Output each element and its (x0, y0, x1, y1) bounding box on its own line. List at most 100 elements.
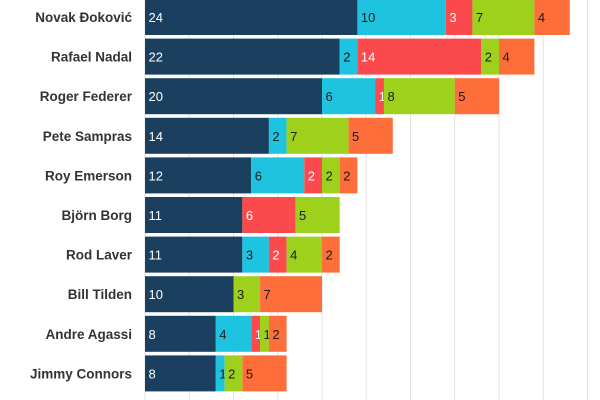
bar-segment-series-5 (339, 157, 358, 194)
bar-value-label: 2 (485, 50, 492, 65)
bar-value-label: 2 (326, 168, 333, 183)
bar-segment-series-1 (145, 117, 269, 154)
bar-segment-series-5 (454, 78, 499, 115)
bar-value-label: 1 (264, 327, 271, 342)
bar-value-label: 4 (538, 10, 545, 25)
bar-segment-series-3 (357, 38, 482, 75)
bar-value-label: 5 (299, 208, 306, 223)
bar-value-label: 24 (149, 10, 163, 25)
bar-segment-series-4 (472, 0, 535, 35)
bar-value-label: 7 (264, 287, 271, 302)
bar-segment-series-1 (145, 236, 243, 273)
bar-value-label: 4 (503, 50, 510, 65)
bar-value-label: 5 (352, 129, 359, 144)
bar-value-label: 4 (290, 248, 297, 263)
bar-value-label: 12 (149, 168, 163, 183)
bar-segment-series-2 (339, 38, 358, 75)
bar-segment-series-1 (145, 315, 216, 352)
bar-segment-series-5 (242, 355, 287, 392)
bar-value-label: 10 (149, 287, 163, 302)
bar-value-label: 1 (379, 89, 386, 104)
bar-segment-series-3 (242, 197, 296, 233)
bars: 24 10 3 7 422 2 14 2 420 6 1 8 514 2 7 512 6 2 2 211 6 511 3 2 4… (145, 0, 570, 392)
bar-value-label: 6 (255, 168, 262, 183)
bar-value-label: 3 (246, 248, 253, 263)
bar-segment-series-5 (534, 0, 570, 35)
player-label: Roy Emerson (45, 168, 132, 183)
bar-segment-series-1 (145, 78, 322, 115)
bar-value-label: 1 (255, 327, 262, 342)
bar-value-label: 2 (272, 129, 279, 144)
bar-segment-series-3 (304, 157, 322, 194)
bar-segment-series-1 (145, 0, 358, 35)
bar-segment-series-5 (260, 276, 322, 313)
player-label: Novak Đoković (35, 10, 132, 25)
bar-value-label: 3 (237, 287, 244, 302)
bar-segment-series-4 (322, 157, 340, 194)
bar-segment-series-2 (215, 355, 225, 392)
bar-segment-series-1 (145, 276, 234, 313)
bar-segment-series-5 (268, 315, 287, 352)
bar-row: 11 6 5 (145, 197, 340, 233)
bar-value-label: 2 (272, 327, 279, 342)
bar-segment-series-2 (357, 0, 446, 35)
player-label: Rod Laver (66, 248, 133, 263)
bar-segment-series-4 (286, 236, 322, 273)
bar-value-label: 2 (228, 366, 235, 381)
bar-value-label: 8 (149, 327, 156, 342)
bar-segment-series-4 (286, 117, 349, 154)
bar-segment-series-3 (445, 0, 473, 35)
bar-segment-series-4 (260, 315, 269, 352)
bar-value-label: 11 (149, 208, 163, 223)
bar-segment-series-4 (233, 276, 261, 313)
player-label: Jimmy Connors (30, 366, 132, 381)
player-label: Roger Federer (40, 89, 133, 104)
bar-value-label: 2 (272, 248, 279, 263)
bar-row: 10 3 7 (145, 276, 322, 313)
bar-value-label: 14 (361, 50, 375, 65)
bar-segment-series-4 (383, 78, 455, 115)
bar-segment-series-4 (295, 197, 340, 233)
bar-segment-series-4 (224, 355, 243, 392)
player-label: Andre Agassi (45, 327, 132, 342)
player-label: Björn Borg (62, 208, 133, 223)
bar-value-label: 3 (449, 10, 456, 25)
player-label: Rafael Nadal (51, 50, 132, 65)
bar-value-label: 5 (246, 366, 253, 381)
bar-segment-series-1 (145, 157, 252, 194)
player-label: Pete Sampras (43, 129, 132, 144)
bar-segment-series-2 (322, 78, 376, 115)
bar-value-label: 14 (149, 129, 163, 144)
bar-segment-series-2 (242, 236, 269, 273)
bar-row: 12 6 2 2 2 (145, 157, 358, 194)
bar-segment-series-1 (145, 197, 243, 233)
bar-row: 14 2 7 5 (145, 117, 393, 154)
bar-row: 24 10 3 7 4 (145, 0, 570, 35)
bar-row: 22 2 14 2 4 (145, 38, 535, 75)
bar-segment-series-2 (268, 117, 287, 154)
bar-segment-series-5 (499, 38, 535, 75)
bar-segment-series-2 (215, 315, 252, 352)
bar-segment-series-1 (145, 355, 216, 392)
bar-value-label: 2 (343, 168, 350, 183)
bar-segment-series-3 (375, 78, 384, 115)
bar-value-label: 20 (149, 89, 163, 104)
bar-value-label: 2 (343, 50, 350, 65)
bar-value-label: 11 (149, 248, 163, 263)
bar-segment-series-1 (145, 38, 340, 75)
bar-segment-series-4 (481, 38, 499, 75)
bar-value-label: 2 (308, 168, 315, 183)
bar-segment-series-3 (268, 236, 287, 273)
bar-segment-series-5 (348, 117, 393, 154)
bar-value-label: 2 (326, 248, 333, 263)
bar-segment-series-5 (322, 236, 340, 273)
player-labels: Novak Đoković Rafael Nadal Roger Federer Pe… (30, 10, 133, 381)
bar-value-label: 10 (361, 10, 375, 25)
bar-value-label: 7 (476, 10, 483, 25)
bar-row: 11 3 2 4 2 (145, 236, 340, 273)
bar-row: 20 6 1 8 5 (145, 78, 499, 115)
bar-segment-series-3 (251, 315, 261, 352)
